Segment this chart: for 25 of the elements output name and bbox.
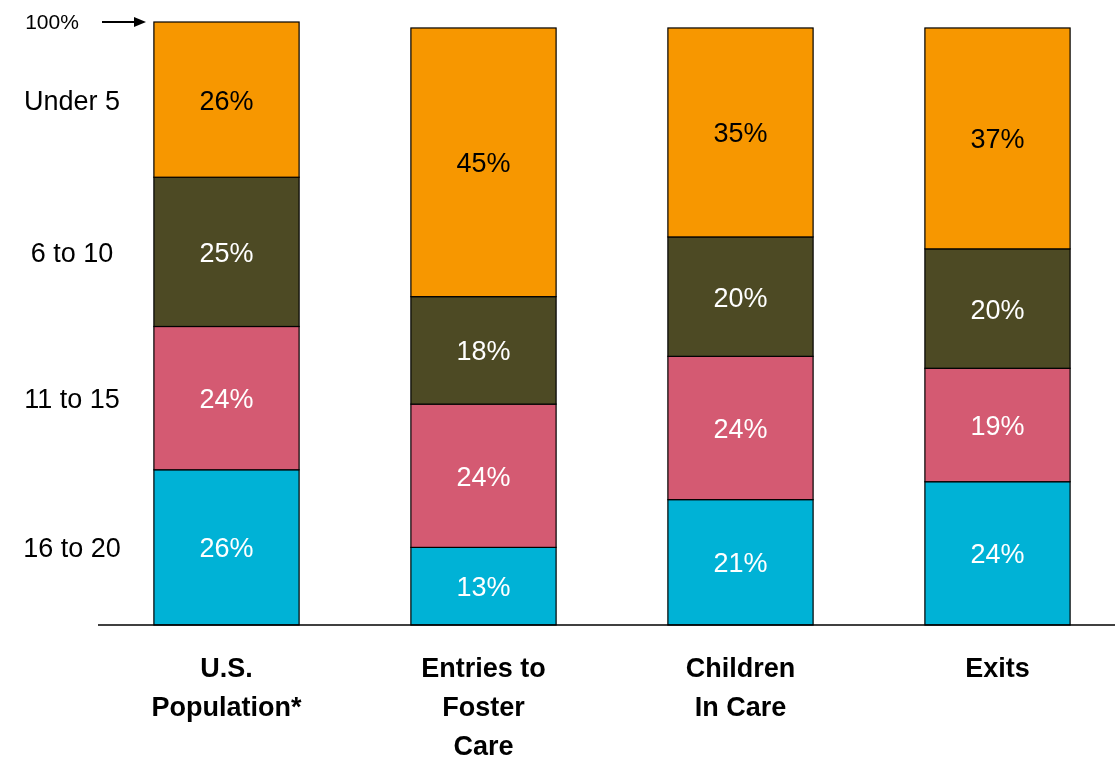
- data-label: 24%: [713, 413, 768, 444]
- data-label: 25%: [199, 237, 254, 268]
- data-label: 20%: [970, 294, 1025, 325]
- data-label: 37%: [970, 124, 1025, 155]
- series-label: 11 to 15: [24, 384, 120, 415]
- data-label: 13%: [456, 572, 511, 603]
- series-label: 6 to 10: [30, 237, 114, 268]
- data-label: 20%: [713, 282, 768, 313]
- x-tick-label: Exits: [965, 653, 1030, 683]
- x-tick-label: U.S. Population*: [151, 653, 302, 722]
- series-label: 16 to 20: [23, 533, 121, 564]
- x-tick-label: Entries to Foster Care: [421, 653, 546, 757]
- data-label: 26%: [199, 85, 254, 116]
- data-label: 24%: [456, 461, 511, 492]
- data-label: 19%: [970, 411, 1025, 441]
- series-label: Under 5: [23, 85, 121, 116]
- data-label: 45%: [456, 148, 511, 179]
- text: 100%: [25, 10, 79, 33]
- data-label: 26%: [199, 533, 254, 564]
- data-label: 24%: [970, 539, 1025, 570]
- data-label: 18%: [456, 336, 511, 367]
- data-label: 35%: [713, 118, 768, 149]
- x-tick-label: Children In Care: [685, 653, 796, 722]
- data-label: 21%: [713, 548, 768, 579]
- data-label: 24%: [199, 384, 254, 415]
